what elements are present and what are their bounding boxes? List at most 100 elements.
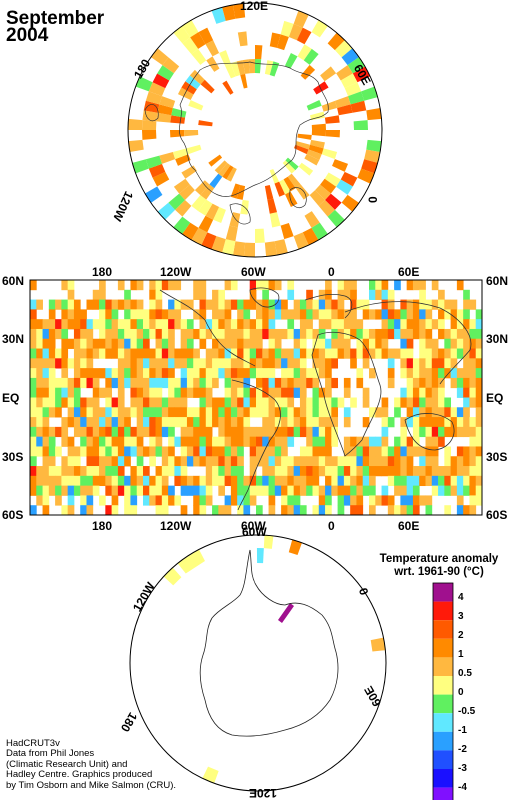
grid-cell xyxy=(117,368,125,379)
grid-cell xyxy=(431,466,439,477)
grid-cell xyxy=(419,397,426,408)
grid-cell xyxy=(394,319,401,330)
grid-cell xyxy=(161,456,169,467)
grid-cell xyxy=(155,466,163,477)
grid-cell xyxy=(117,407,125,418)
grid-cell xyxy=(469,475,477,487)
grid-cell xyxy=(130,505,138,515)
grid-cell xyxy=(168,426,175,438)
grid-cell xyxy=(61,397,69,408)
grid-cell xyxy=(174,358,182,369)
grid-cell xyxy=(92,475,100,487)
grid-cell xyxy=(155,338,163,349)
grid-cell xyxy=(463,319,470,330)
grid-cell xyxy=(419,338,426,349)
grid-cell xyxy=(61,485,69,496)
np-cell xyxy=(162,57,180,74)
grid-cell xyxy=(36,299,43,310)
grid-cell xyxy=(381,319,389,330)
grid-cell xyxy=(274,387,282,398)
grid-cell xyxy=(117,299,125,310)
grid-cell xyxy=(205,397,213,408)
np-cell xyxy=(152,171,170,187)
np-cell xyxy=(310,139,325,149)
grid-cell xyxy=(80,475,87,487)
grid-cell xyxy=(161,417,169,428)
grid-cell xyxy=(412,309,420,320)
grid-cell xyxy=(425,495,433,506)
grid-cell xyxy=(249,407,257,418)
grid-cell xyxy=(343,456,351,467)
grid-cell xyxy=(268,397,276,408)
grid-cell xyxy=(237,387,244,398)
grid-cell xyxy=(155,475,163,487)
grid-cell xyxy=(287,319,295,330)
grid-cell xyxy=(463,407,470,418)
grid-cell xyxy=(130,485,138,496)
grid-cell xyxy=(180,485,188,496)
grid-cell xyxy=(274,436,282,447)
grid-cell xyxy=(400,475,408,487)
grid-cell xyxy=(205,436,213,447)
grid-cell xyxy=(199,495,207,506)
grid-cell xyxy=(268,368,276,379)
grid-cell xyxy=(431,348,439,359)
grid-cell xyxy=(400,485,408,496)
grid-cell xyxy=(86,407,94,418)
grid-cell xyxy=(105,485,113,496)
grid-cell xyxy=(111,397,119,408)
grid-cell xyxy=(73,397,81,408)
grid-cell xyxy=(174,348,182,359)
grid-cell xyxy=(212,466,219,477)
grid-cell xyxy=(299,368,307,379)
grid-cell xyxy=(400,436,408,447)
grid-cell xyxy=(67,397,75,408)
grid-cell xyxy=(331,417,339,428)
grid-cell xyxy=(199,475,207,487)
grid-cell xyxy=(48,407,56,418)
grid-cell xyxy=(218,505,226,515)
grid-cell xyxy=(105,377,113,389)
grid-cell xyxy=(274,348,282,359)
grid-cell xyxy=(337,495,345,506)
grid-cell xyxy=(306,319,313,330)
grid-cell xyxy=(406,338,414,349)
grid-cell xyxy=(312,456,320,467)
grid-cell xyxy=(143,397,150,408)
grid-cell xyxy=(230,485,238,496)
grid-cell xyxy=(249,299,257,310)
grid-cell xyxy=(174,436,182,447)
grid-cell xyxy=(205,387,213,398)
np-cell xyxy=(145,186,163,203)
grid-cell xyxy=(306,446,313,457)
grid-cell xyxy=(186,348,194,359)
grid-cell xyxy=(130,328,138,340)
np-cell xyxy=(311,123,326,130)
grid-cell xyxy=(362,338,370,349)
top-lon-120w: 120W xyxy=(160,265,192,279)
grid-cell xyxy=(438,358,445,369)
np-cell xyxy=(334,96,351,109)
grid-cell xyxy=(274,338,282,349)
grid-cell xyxy=(463,456,470,467)
grid-cell xyxy=(199,446,207,457)
grid-cell xyxy=(199,289,207,300)
grid-cell xyxy=(48,299,56,310)
np-cell xyxy=(148,163,166,178)
grid-cell xyxy=(161,475,169,487)
grid-cell xyxy=(412,426,420,438)
grid-cell xyxy=(281,456,288,467)
grid-cell xyxy=(174,456,182,467)
np-cell xyxy=(132,159,149,174)
grid-cell xyxy=(369,309,376,320)
grid-cell xyxy=(463,338,470,349)
grid-cell xyxy=(444,466,452,477)
grid-cell xyxy=(168,495,175,506)
np-cell xyxy=(159,151,176,164)
grid-cell xyxy=(343,436,351,447)
np-cell xyxy=(222,239,236,256)
grid-cell xyxy=(287,417,295,428)
np-cell xyxy=(173,25,191,44)
grid-cell xyxy=(42,397,50,408)
grid-cell xyxy=(186,407,194,418)
